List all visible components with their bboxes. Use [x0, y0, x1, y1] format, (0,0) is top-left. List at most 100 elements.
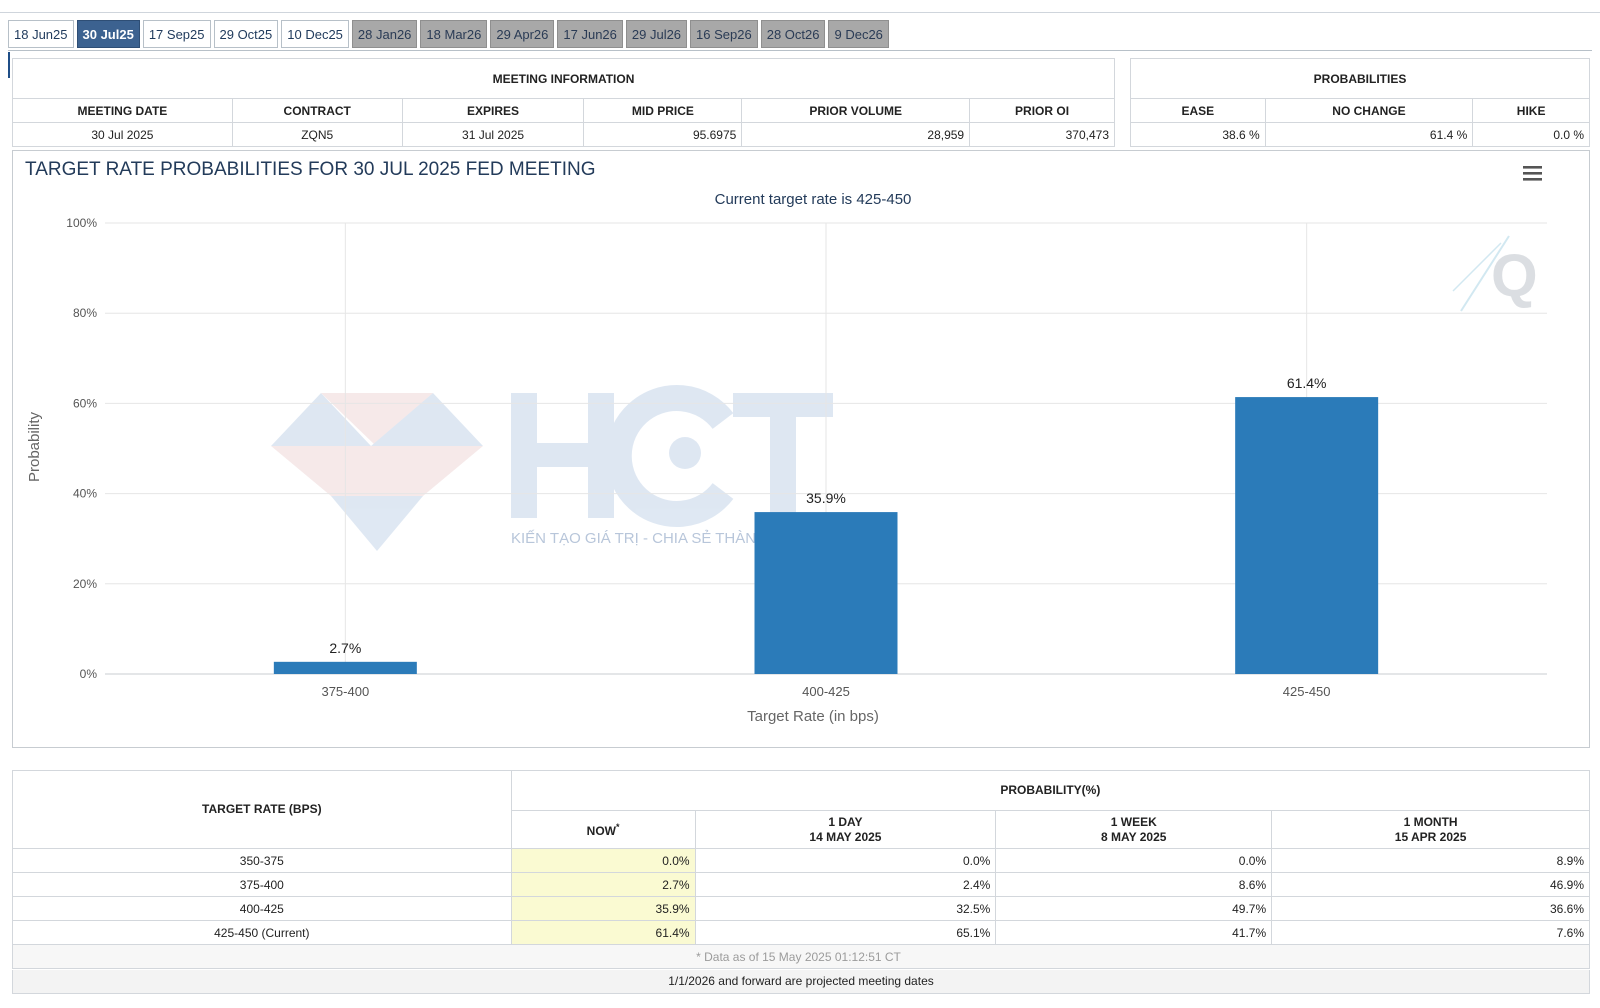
projected-dates-footer: 1/1/2026 and forward are projected meeti… — [12, 970, 1590, 994]
y-tick-label: 0% — [80, 667, 98, 681]
tab-29-jul26[interactable]: 29 Jul26 — [625, 20, 688, 48]
one-month-cell: 7.6% — [1271, 920, 1590, 945]
probability-group-header: PROBABILITY(%) — [510, 770, 1591, 811]
prior-volume-value: 28,959 — [741, 122, 971, 147]
now-cell: 2.7% — [510, 872, 696, 897]
one-week-header: 1 WEEK 8 MAY 2025 — [995, 810, 1273, 849]
tab-29-apr26[interactable]: 29 Apr26 — [490, 20, 555, 48]
hike-value: 0.0 % — [1472, 122, 1590, 147]
one-month-cell: 36.6% — [1271, 896, 1590, 921]
tabs-divider — [8, 50, 1592, 51]
y-tick-label: 80% — [73, 306, 97, 320]
table-row: 375-400 2.7% 2.4% 8.6% 46.9% — [12, 872, 1590, 897]
tab-28-oct26[interactable]: 28 Oct26 — [760, 20, 826, 48]
meeting-date-header: MEETING DATE — [12, 98, 233, 123]
tab-9-dec26[interactable]: 9 Dec26 — [828, 20, 889, 48]
prior-oi-value: 370,473 — [969, 122, 1115, 147]
x-tick-label: 425-450 — [1283, 684, 1331, 699]
one-month-cell: 46.9% — [1271, 872, 1590, 897]
no-change-header: NO CHANGE — [1264, 98, 1474, 123]
chart-svg: KIẾN TẠO GIÁ TRỊ - CHIA SẺ THÀNH CÔNG Q … — [25, 159, 1549, 725]
now-cell: 61.4% — [510, 920, 696, 945]
meeting-date-tabs: 18 Jun25 30 Jul25 17 Sep25 29 Oct25 10 Dec25… — [8, 20, 889, 50]
now-cell: 35.9% — [510, 896, 696, 921]
bar-425-450[interactable] — [1235, 397, 1379, 674]
one-day-cell: 65.1% — [694, 920, 997, 945]
target-rate-chart: KIẾN TẠO GIÁ TRỊ - CHIA SẺ THÀNH CÔNG Q … — [12, 150, 1590, 748]
rate-cell: 375-400 — [12, 872, 512, 897]
rate-cell: 425-450 (Current) — [12, 920, 512, 945]
one-week-cell: 0.0% — [995, 848, 1273, 873]
hct-watermark-logo — [271, 385, 833, 551]
prior-volume-header: PRIOR VOLUME — [741, 98, 971, 123]
one-day-header: 1 DAY 14 MAY 2025 — [694, 810, 997, 849]
probability-history-table: TARGET RATE (BPS) PROBABILITY(%) NOW* 1 … — [12, 770, 1591, 969]
watermark-slogan: KIẾN TẠO GIÁ TRỊ - CHIA SẺ THÀNH CÔNG — [511, 530, 816, 547]
now-footnote-mark: * — [616, 822, 620, 832]
x-axis-ticks: 375-400 400-425 425-450 — [321, 684, 1330, 699]
tab-18-jun25[interactable]: 18 Jun25 — [8, 20, 74, 48]
tab-18-mar26[interactable]: 18 Mar26 — [420, 20, 488, 48]
tab-28-jan26[interactable]: 28 Jan26 — [351, 20, 418, 48]
q-watermark-logo: Q — [1452, 235, 1538, 312]
table-row: 400-425 35.9% 32.5% 49.7% 36.6% — [12, 896, 1590, 921]
y-axis-ticks: 0% 20% 40% 60% 80% 100% — [66, 216, 97, 681]
now-cell: 0.0% — [510, 848, 696, 873]
data-label-425-450: 61.4% — [1287, 375, 1327, 391]
bar-375-400[interactable] — [273, 661, 417, 674]
one-month-label: 1 MONTH — [1403, 814, 1458, 829]
chart-bars — [273, 397, 1379, 674]
tab-17-jun26[interactable]: 17 Jun26 — [557, 20, 623, 48]
one-day-cell: 2.4% — [694, 872, 997, 897]
no-change-value: 61.4 % — [1264, 122, 1474, 147]
one-month-cell: 8.9% — [1271, 848, 1590, 873]
data-timestamp-note: * Data as of 15 May 2025 01:12:51 CT — [12, 944, 1590, 969]
y-axis-label: Probability — [26, 411, 43, 482]
tab-29-oct25[interactable]: 29 Oct25 — [213, 20, 279, 48]
left-accent — [8, 52, 10, 78]
y-tick-label: 20% — [73, 577, 97, 591]
tab-17-sep25[interactable]: 17 Sep25 — [142, 20, 211, 48]
one-week-cell: 49.7% — [995, 896, 1273, 921]
meeting-information-table: MEETING INFORMATION MEETING DATE CONTRAC… — [12, 58, 1115, 147]
hamburger-menu-icon[interactable] — [1513, 161, 1549, 189]
rate-cell: 350-375 — [12, 848, 512, 873]
mid-price-header: MID PRICE — [583, 98, 743, 123]
one-day-date: 14 MAY 2025 — [809, 829, 882, 844]
svg-text:Q: Q — [1491, 242, 1538, 309]
prior-oi-header: PRIOR OI — [969, 98, 1115, 123]
chart-subtitle: Current target rate is 425-450 — [715, 191, 912, 208]
top-border — [0, 12, 1600, 13]
rate-cell: 400-425 — [12, 896, 512, 921]
data-label-375-400: 2.7% — [329, 640, 361, 656]
contract-value: ZQN5 — [231, 122, 403, 147]
y-tick-label: 40% — [73, 487, 97, 501]
hike-header: HIKE — [1472, 98, 1590, 123]
meeting-information-title: MEETING INFORMATION — [12, 58, 1115, 99]
y-tick-label: 100% — [66, 216, 97, 230]
table-row: 350-375 0.0% 0.0% 0.0% 8.9% — [12, 848, 1590, 873]
y-tick-label: 60% — [73, 396, 97, 410]
bar-400-425[interactable] — [754, 512, 898, 674]
one-week-cell: 8.6% — [995, 872, 1273, 897]
now-header: NOW* — [510, 810, 696, 849]
one-month-date: 15 APR 2025 — [1394, 829, 1467, 844]
x-tick-label: 375-400 — [321, 684, 369, 699]
x-axis-label: Target Rate (in bps) — [747, 708, 879, 725]
one-week-label: 1 WEEK — [1110, 814, 1157, 829]
tab-10-dec25[interactable]: 10 Dec25 — [281, 20, 349, 48]
x-tick-label: 400-425 — [802, 684, 850, 699]
ease-value: 38.6 % — [1130, 122, 1266, 147]
expires-header: EXPIRES — [401, 98, 585, 123]
one-week-date: 8 MAY 2025 — [1101, 829, 1167, 844]
probabilities-table: PROBABILITIES EASE NO CHANGE HIKE 38.6 %… — [1130, 58, 1590, 147]
table-row: 425-450 (Current) 61.4% 65.1% 41.7% 7.6% — [12, 920, 1590, 945]
tab-30-jul25[interactable]: 30 Jul25 — [76, 20, 140, 48]
one-week-cell: 41.7% — [995, 920, 1273, 945]
tab-16-sep26[interactable]: 16 Sep26 — [690, 20, 758, 48]
data-label-400-425: 35.9% — [806, 490, 846, 506]
one-day-cell: 0.0% — [694, 848, 997, 873]
one-day-label: 1 DAY — [828, 814, 863, 829]
chart-data-labels: 2.7% 35.9% 61.4% — [329, 375, 1326, 656]
mid-price-value: 95.6975 — [583, 122, 743, 147]
